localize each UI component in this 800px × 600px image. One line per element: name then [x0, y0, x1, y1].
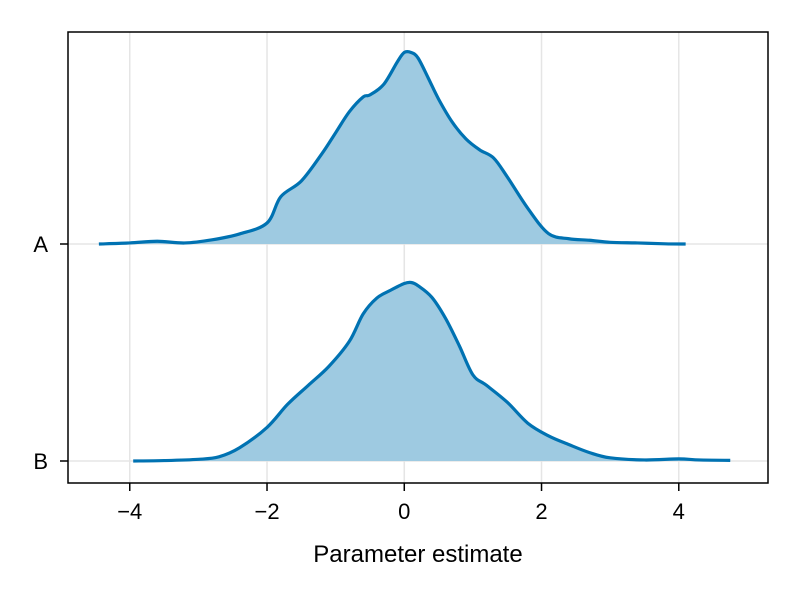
y-tick-label-b: B [33, 449, 48, 474]
density-areas [98, 49, 731, 463]
x-tick-label: −2 [254, 499, 279, 524]
density-fill-b [133, 282, 731, 461]
density-line-a [98, 49, 686, 246]
density-line-b [133, 280, 731, 463]
tick-labels: −4 −2 0 2 4 A B [33, 232, 685, 524]
x-tick-label: 0 [398, 499, 410, 524]
density-fill-a [98, 51, 686, 244]
x-axis-label: Parameter estimate [313, 541, 522, 568]
plot-frame [67, 31, 769, 484]
x-tick-label: −4 [117, 499, 142, 524]
x-tick-label: 2 [535, 499, 547, 524]
x-tick-label: 4 [673, 499, 685, 524]
tick-marks [60, 243, 680, 491]
y-tick-label-a: A [33, 232, 48, 257]
